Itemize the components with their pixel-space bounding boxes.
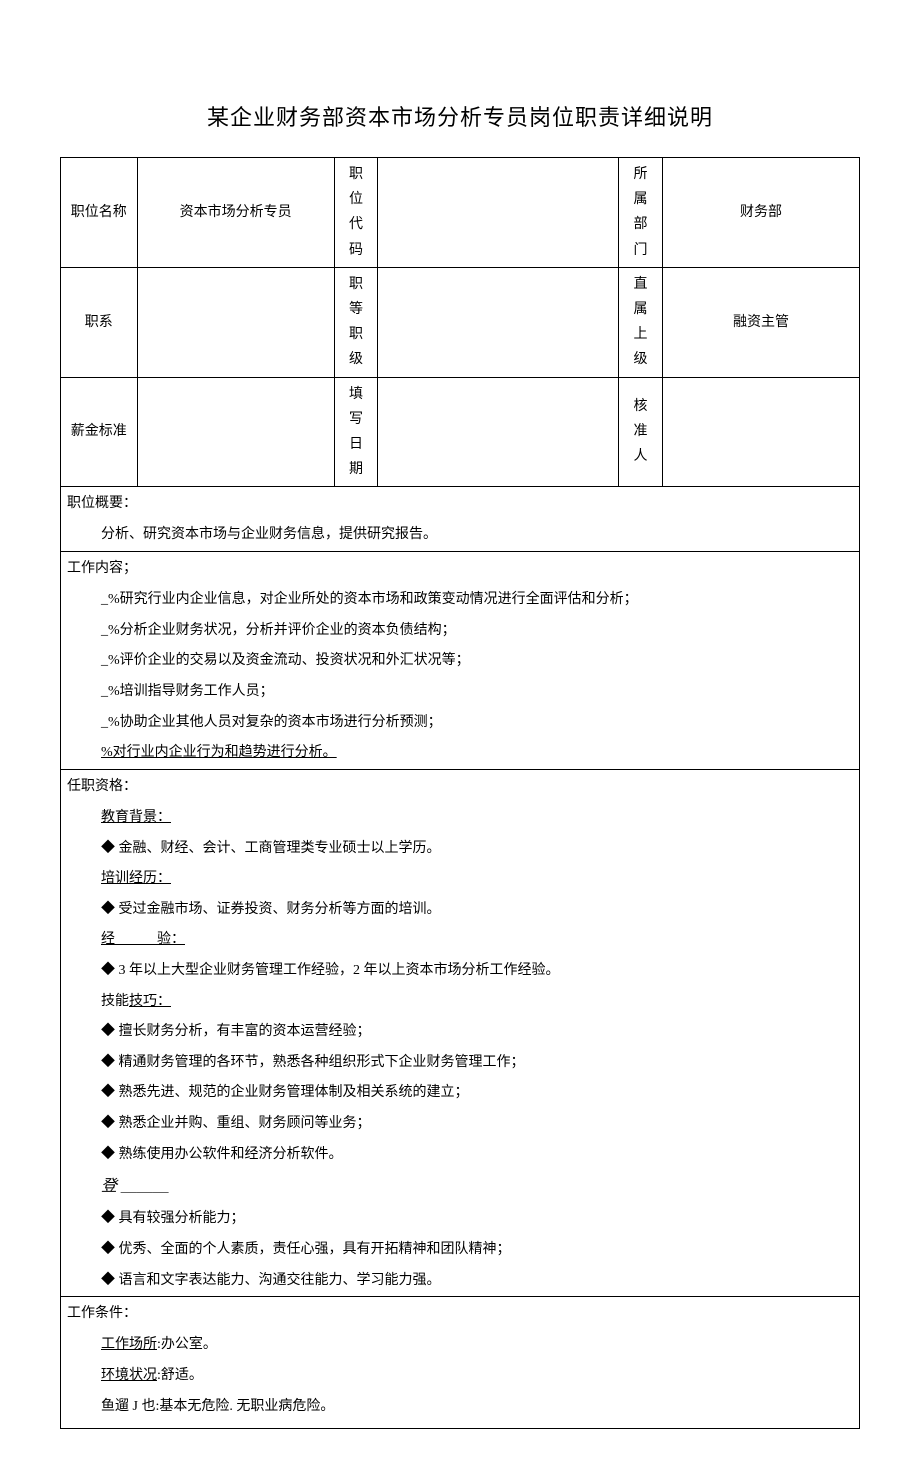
job-grade-label: 职等职级 bbox=[334, 267, 378, 377]
supervisor-value: 融资主管 bbox=[662, 267, 859, 377]
attitude-item: ◆ 语言和文字表达能力、沟通交往能力、学习能力强。 bbox=[61, 1266, 860, 1297]
supervisor-label: 直属上级 bbox=[619, 267, 663, 377]
qualifications-label: 任职资格： bbox=[61, 769, 860, 803]
attitude-item: ◆ 优秀、全面的个人素质，责任心强，具有开拓精神和团队精神； bbox=[61, 1235, 860, 1266]
department-label: 所属部门 bbox=[619, 158, 663, 268]
environment-row: 环境状况:舒适。 bbox=[61, 1361, 860, 1392]
attitude-item: ◆ 具有较强分析能力； bbox=[61, 1204, 860, 1235]
position-name-value: 资本市场分析专员 bbox=[137, 158, 334, 268]
overview-label: 职位概要： bbox=[61, 487, 860, 521]
experience-label: 经 验： bbox=[61, 925, 860, 956]
overview-content: 分析、研究资本市场与企业财务信息，提供研究报告。 bbox=[61, 520, 860, 551]
work-item: _%评价企业的交易以及资金流动、投资状况和外汇状况等； bbox=[61, 646, 860, 677]
document-title: 某企业财务部资本市场分析专员岗位职责详细说明 bbox=[60, 100, 860, 132]
attitude-label: 登 ＿＿＿ bbox=[61, 1170, 860, 1204]
job-description-table: 职位名称 资本市场分析专员 职位代码 所属部门 财务部 职系 职等职级 直属上级… bbox=[60, 157, 860, 1429]
approver-label: 核准人 bbox=[619, 377, 663, 487]
skills-item: ◆ 精通财务管理的各环节，熟悉各种组织形式下企业财务管理工作； bbox=[61, 1048, 860, 1079]
skills-item: ◆ 熟悉企业并购、重组、财务顾问等业务； bbox=[61, 1109, 860, 1140]
job-series-value bbox=[137, 267, 334, 377]
job-series-label: 职系 bbox=[61, 267, 138, 377]
work-item: _%研究行业内企业信息，对企业所处的资本市场和政策变动情况进行全面评估和分析； bbox=[61, 585, 860, 616]
position-code-value bbox=[378, 158, 619, 268]
salary-value bbox=[137, 377, 334, 487]
workplace-row: 工作场所:办公室。 bbox=[61, 1330, 860, 1361]
skills-label: 技能技巧： bbox=[61, 987, 860, 1018]
position-code-label: 职位代码 bbox=[334, 158, 378, 268]
fill-date-value bbox=[378, 377, 619, 487]
danger-row: 鱼遛 J 也:基本无危险. 无职业病危险。 bbox=[61, 1392, 860, 1429]
work-item: _%培训指导财务工作人员； bbox=[61, 677, 860, 708]
department-value: 财务部 bbox=[662, 158, 859, 268]
conditions-label: 工作条件： bbox=[61, 1297, 860, 1331]
position-name-label: 职位名称 bbox=[61, 158, 138, 268]
work-item: _%协助企业其他人员对复杂的资本市场进行分析预测； bbox=[61, 708, 860, 739]
fill-date-label: 填写日期 bbox=[334, 377, 378, 487]
salary-label: 薪金标准 bbox=[61, 377, 138, 487]
work-item: _%分析企业财务状况，分析并评价企业的资本负债结构； bbox=[61, 616, 860, 647]
training-label: 培训经历： bbox=[61, 864, 860, 895]
work-item: %对行业内企业行为和趋势进行分析。 bbox=[61, 738, 860, 769]
training-item: ◆ 受过金融市场、证券投资、财务分析等方面的培训。 bbox=[61, 895, 860, 926]
experience-item: ◆ 3 年以上大型企业财务管理工作经验，2 年以上资本市场分析工作经验。 bbox=[61, 956, 860, 987]
skills-item: ◆ 熟悉先进、规范的企业财务管理体制及相关系统的建立； bbox=[61, 1078, 860, 1109]
education-label: 教育背景： bbox=[61, 803, 860, 834]
skills-item: ◆ 擅长财务分析，有丰富的资本运营经验； bbox=[61, 1017, 860, 1048]
skills-item: ◆ 熟练使用办公软件和经济分析软件。 bbox=[61, 1140, 860, 1171]
work-content-label: 工作内容； bbox=[61, 552, 860, 586]
approver-value bbox=[662, 377, 859, 487]
education-item: ◆ 金融、财经、会计、工商管理类专业硕士以上学历。 bbox=[61, 834, 860, 865]
job-grade-value bbox=[378, 267, 619, 377]
